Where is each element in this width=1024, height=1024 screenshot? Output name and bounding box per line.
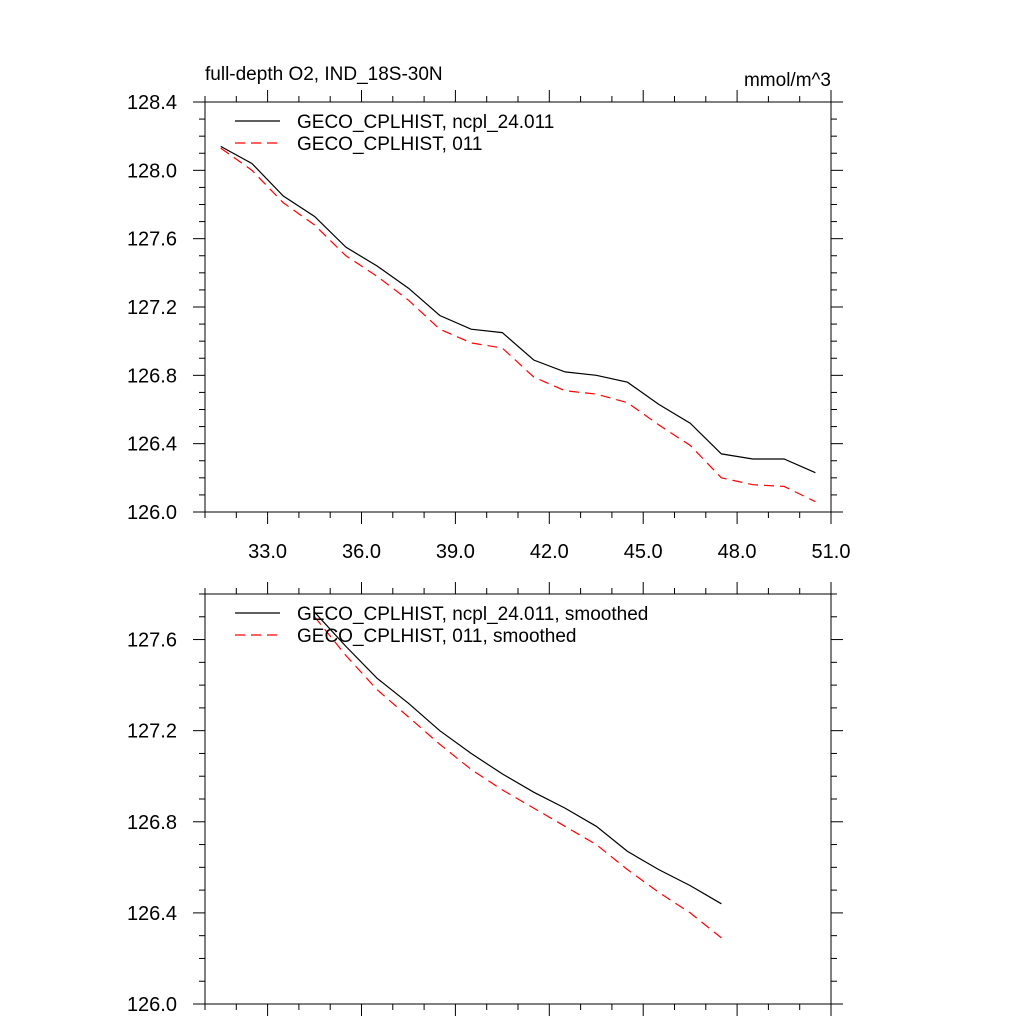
data-point: [502, 789, 503, 790]
series-line-2: [220, 147, 816, 503]
legend-label-2: GECO_CPLHIST, 011, smoothed: [297, 626, 577, 647]
y-tick-label: 127.2: [127, 297, 177, 319]
data-point: [690, 423, 691, 424]
data-point: [564, 808, 565, 809]
data-point: [533, 376, 534, 377]
data-point: [690, 912, 691, 913]
y-tick-label: 126.8: [127, 365, 177, 387]
y-tick-label: 126.4: [127, 434, 177, 456]
data-point: [314, 224, 315, 225]
data-point: [377, 689, 378, 690]
data-point: [596, 394, 597, 395]
data-point: [658, 869, 659, 870]
data-point: [627, 382, 628, 383]
data-point: [377, 276, 378, 277]
y-tick-label: 128.0: [127, 160, 177, 182]
data-point: [721, 937, 722, 938]
data-point: [783, 486, 784, 487]
data-point: [283, 202, 284, 203]
data-point: [627, 402, 628, 403]
data-point: [502, 773, 503, 774]
data-point: [439, 730, 440, 731]
bottom-panel: 126.0 126.4 126.8 127.2 127.6 GECO_CPLHIST, n…: [127, 582, 843, 1016]
data-point: [220, 146, 221, 147]
series-line-2: [314, 616, 722, 939]
data-point: [470, 329, 471, 330]
data-point: [470, 769, 471, 770]
series-line-1: [220, 145, 816, 474]
data-point: [408, 703, 409, 704]
data-point: [408, 300, 409, 301]
data-point: [533, 359, 534, 360]
y-tick-label: 126.0: [127, 502, 177, 524]
y-tick-label: 127.6: [127, 229, 177, 251]
x-tick-label: 39.0: [436, 541, 475, 563]
data-point: [283, 195, 284, 196]
y-tick-label: 127.6: [127, 630, 177, 652]
data-point: [752, 484, 753, 485]
data-point: [596, 844, 597, 845]
x-tick-label: 36.0: [342, 541, 381, 563]
series-line-1: [314, 611, 722, 905]
data-point: [658, 424, 659, 425]
data-point: [345, 247, 346, 248]
data-point: [502, 332, 503, 333]
data-point: [564, 390, 565, 391]
data-point: [658, 404, 659, 405]
data-point: [345, 655, 346, 656]
data-point: [690, 445, 691, 446]
x-tick-label: 51.0: [812, 541, 851, 563]
data-point: [377, 265, 378, 266]
data-point: [377, 678, 378, 679]
legend-label-1: GECO_CPLHIST, ncpl_24.011, smoothed: [297, 604, 648, 625]
legend-label-1: GECO_CPLHIST, ncpl_24.011: [297, 112, 554, 133]
data-point: [596, 375, 597, 376]
data-point: [251, 163, 252, 164]
data-point: [627, 851, 628, 852]
data-point: [408, 288, 409, 289]
y-tick-label: 126.0: [127, 994, 177, 1016]
data-point: [314, 216, 315, 217]
data-point: [251, 170, 252, 171]
top-panel: 126.0 126.4 126.8 127.2 127.6 128.0 128.4 33.0 3…: [127, 64, 851, 563]
data-point: [564, 826, 565, 827]
data-point: [783, 458, 784, 459]
data-point: [690, 885, 691, 886]
data-point: [533, 808, 534, 809]
data-point: [439, 329, 440, 330]
y-tick-label: 128.4: [127, 92, 177, 114]
x-tick-label: 48.0: [718, 541, 757, 563]
data-point: [439, 315, 440, 316]
plot-frame: [204, 101, 832, 513]
units-label: mmol/m^3: [744, 70, 831, 91]
data-point: [470, 753, 471, 754]
data-point: [502, 347, 503, 348]
y-tick-label: 127.2: [127, 721, 177, 743]
data-point: [596, 826, 597, 827]
legend-label-2: GECO_CPLHIST, 011: [297, 134, 483, 155]
data-point: [815, 472, 816, 473]
data-point: [627, 869, 628, 870]
data-point: [470, 342, 471, 343]
data-point: [721, 903, 722, 904]
chart-title: full-depth O2, IND_18S-30N: [205, 64, 443, 85]
data-point: [752, 458, 753, 459]
x-tick-label: 45.0: [624, 541, 663, 563]
data-point: [533, 792, 534, 793]
y-tick-label: 126.4: [127, 903, 177, 925]
x-tick-label: 33.0: [248, 541, 287, 563]
x-tick-label: 42.0: [530, 541, 569, 563]
data-point: [721, 453, 722, 454]
data-point: [439, 744, 440, 745]
data-point: [815, 501, 816, 502]
data-point: [345, 255, 346, 256]
y-tick-label: 126.8: [127, 812, 177, 834]
data-point: [721, 477, 722, 478]
data-point: [408, 716, 409, 717]
data-point: [658, 892, 659, 893]
data-point: [564, 371, 565, 372]
data-point: [220, 148, 221, 149]
